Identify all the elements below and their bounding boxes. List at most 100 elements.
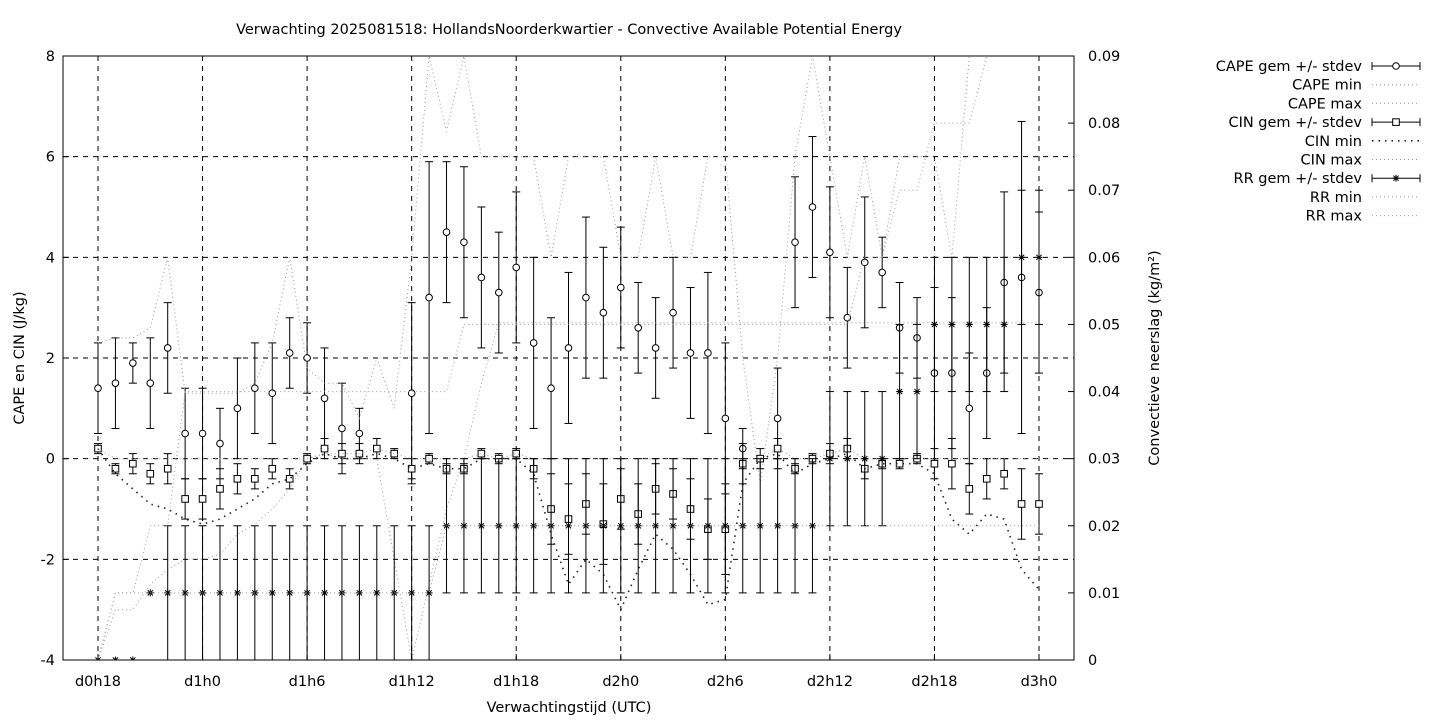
data-point [756,522,764,530]
data-point [1018,253,1026,261]
data-point [965,485,974,493]
legend-label: CIN gem +/- stdev [1228,115,1362,131]
data-point [773,414,782,423]
data-point [826,248,834,257]
data-point-d2 [826,455,833,462]
data-point [1035,500,1043,508]
legend-label: RR max [1306,209,1363,225]
y2-tick-label: 0.05 [1088,317,1120,333]
data-point [652,522,660,530]
x-tick-label: d2h12 [807,674,853,690]
data-point [216,485,224,493]
x-tick-label: d1h18 [493,674,539,690]
y2-tick-label: 0.06 [1088,250,1120,266]
y2-tick-label: 0.09 [1088,49,1120,65]
x-tick-label: d1h12 [389,674,435,690]
data-point-d2 [983,321,990,328]
data-point-d2 [286,589,293,596]
data-point [390,449,399,458]
x-tick-label: d2h0 [602,674,639,690]
data-point-d2 [513,522,520,529]
data-point [425,293,433,302]
y-tick-label: 4 [46,250,55,266]
data-point [129,359,137,367]
legend-item: RR min [1310,190,1420,206]
data-point-d2 [652,522,659,529]
data-point-d1 [112,657,117,660]
data-point [216,439,224,448]
legend-sample-marker [1392,174,1400,182]
axis-ticks: d0h18 d1h0 d1h6 d1h12 d1h18 d2h0 d2h6 d2h12 d2h1… [41,49,1121,690]
data-point [721,414,730,423]
data-point-d2 [339,589,345,596]
data-point [965,320,973,328]
data-point [303,454,311,463]
data-point [320,444,329,453]
data-point-d2 [478,522,485,529]
data-point-d2 [670,522,677,529]
data-point-d2 [844,455,851,462]
series-6 [94,189,1043,660]
data-point-d2 [966,321,973,328]
data-point-d2 [948,321,955,328]
data-point [111,656,119,660]
data-point [146,469,155,478]
data-point [529,339,538,347]
y2-tick-label: 0.08 [1088,116,1120,132]
data-point [651,344,660,352]
data-point [983,320,991,328]
data-point [512,263,521,272]
data-point-d2 [722,522,729,529]
data-point [1000,469,1008,478]
series-2 [97,56,1039,484]
legend-item: CIN max [1301,153,1420,169]
data-point [164,589,172,597]
data-point-d2 [896,388,903,395]
data-point [163,464,172,473]
data-point [494,288,503,297]
x-tick-label: d1h6 [289,674,326,690]
data-point [146,379,155,387]
data-point-d2 [774,522,781,529]
data-point [407,464,416,473]
chart-title: Verwachting 2025081518: HollandsNoorderk… [236,22,902,38]
data-point [564,344,573,352]
data-point-d2 [1018,254,1025,261]
y-tick-label: 8 [46,49,55,65]
data-point-d2 [217,589,223,596]
data-point [338,424,346,433]
data-point-d2 [1036,254,1042,261]
data-point-d2 [914,388,920,395]
y-axis-label: CAPE en CIN (J/kg) [12,291,28,424]
data-point-d2 [114,657,119,660]
legend-label: CAPE max [1288,96,1363,112]
data-point [861,455,869,463]
data-point [460,238,468,247]
data-point [286,589,294,597]
data-point [930,320,938,328]
data-point [1017,500,1026,508]
legend-sample-marker-d2 [1393,175,1399,182]
data-point-d2 [530,522,537,529]
data-point [599,522,607,530]
series-7 [97,525,1039,660]
y-tick-label: -2 [41,552,55,568]
legend: CAPE gem +/- stdev CAPE min CAPE max CIN ge… [1216,59,1421,225]
series-line [97,525,1039,660]
data-point-d2 [234,589,241,596]
x-axis-label: Verwachtingstijd (UTC) [487,700,652,716]
legend-label: CIN min [1305,134,1362,150]
y2-tick-label: 0.07 [1088,183,1120,199]
series-5 [97,448,1039,460]
data-point [774,522,782,530]
data-point [163,344,172,352]
legend-label: RR min [1310,190,1362,206]
data-point [111,464,120,473]
data-point [129,656,137,660]
x-tick-label: d0h18 [75,674,121,690]
data-point-d2 [600,522,607,529]
data-point [355,429,364,438]
legend-item: CAPE max [1288,96,1420,112]
data-point [686,349,695,357]
